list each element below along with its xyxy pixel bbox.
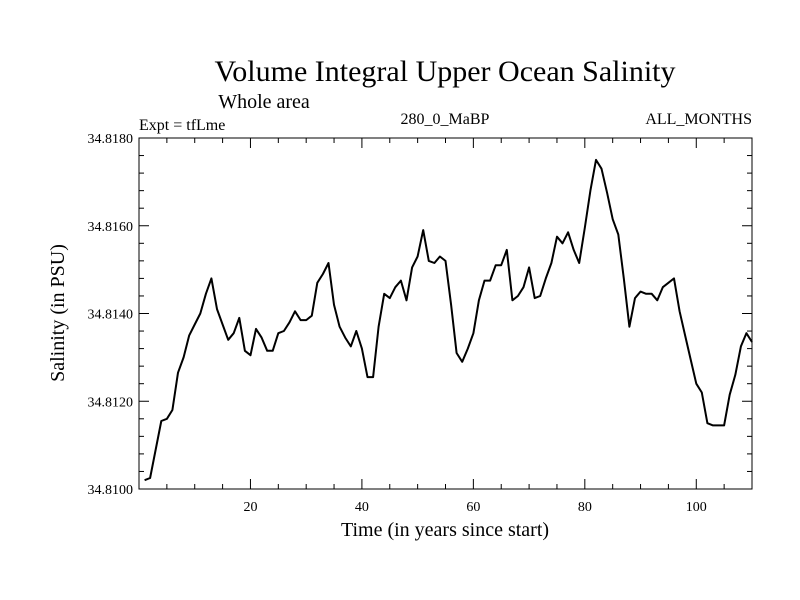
chart-subtitle: Whole area [218, 91, 310, 113]
y-tick-label: 34.8180 [88, 132, 134, 147]
months-label: ALL_MONTHS [645, 111, 752, 128]
x-tick-label: 40 [355, 500, 369, 515]
y-tick-label: 34.8140 [88, 308, 134, 323]
axis-ticks [139, 137, 752, 490]
experiment-label: Expt = tfLme [139, 117, 225, 134]
chart-title: Volume Integral Upper Ocean Salinity [215, 55, 676, 88]
x-tick-label: 60 [466, 500, 480, 515]
y-axis-label: Salinity (in PSU) [47, 244, 69, 382]
axis-tick-labels: 20 40 60 80 100 34.8100 34.8120 34.8140 34.8160 3… [88, 132, 707, 515]
salinity-series-line [144, 158, 753, 482]
y-tick-label: 34.8100 [88, 483, 134, 498]
x-tick-label: 20 [243, 500, 257, 515]
x-tick-label: 80 [578, 500, 592, 515]
y-tick-label: 34.8160 [88, 220, 134, 235]
x-axis-label: Time (in years since start) [341, 519, 549, 541]
plot-frame [138, 137, 753, 490]
y-tick-label: 34.8120 [88, 395, 134, 410]
run-label: 280_0_MaBP [401, 111, 490, 128]
x-tick-label: 100 [686, 500, 707, 515]
